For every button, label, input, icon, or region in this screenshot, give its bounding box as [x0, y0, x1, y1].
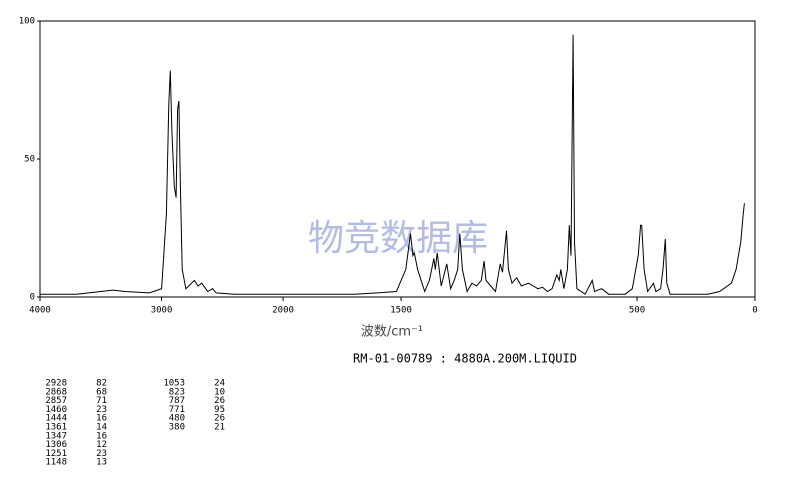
y-tick-label: 100	[19, 17, 35, 27]
peak-intensity: 23	[96, 405, 107, 415]
peak-intensity: 71	[96, 396, 107, 406]
peak-intensity: 16	[96, 431, 107, 441]
x-tick-label: 500	[629, 306, 645, 316]
peak-wavenumber: 480	[169, 414, 185, 424]
y-tick-label: 50	[24, 155, 35, 165]
x-tick-label: 1500	[390, 306, 412, 316]
peak-intensity: 23	[96, 449, 107, 459]
peak-intensity: 12	[96, 440, 107, 450]
peak-intensity: 95	[214, 405, 225, 415]
peak-wavenumber: 823	[169, 387, 185, 397]
peak-wavenumber: 1148	[45, 458, 67, 468]
peak-intensity: 10	[214, 387, 225, 397]
spectrum-id: RM-01-00789 : 4880A.200M.LIQUID	[353, 352, 577, 366]
watermark: 物竞数据库	[308, 218, 488, 259]
x-tick-label: 2000	[272, 306, 294, 316]
peak-intensity: 16	[96, 414, 107, 424]
x-tick-label: 0	[752, 306, 757, 316]
peak-wavenumber: 1444	[45, 414, 67, 424]
x-axis-label: 波数/cm⁻¹	[361, 325, 423, 340]
peak-wavenumber: 2868	[45, 387, 67, 397]
peak-wavenumber: 1347	[45, 431, 67, 441]
peak-intensity: 82	[96, 379, 107, 389]
peak-wavenumber: 1361	[45, 423, 67, 433]
peak-intensity: 14	[96, 423, 107, 433]
y-tick-label: 0	[30, 293, 35, 303]
peak-wavenumber: 771	[169, 405, 185, 415]
x-tick-label: 3000	[151, 306, 173, 316]
peak-wavenumber: 787	[169, 396, 185, 406]
peak-intensity: 26	[214, 396, 225, 406]
x-tick-label: 4000	[29, 306, 51, 316]
peak-intensity: 26	[214, 414, 225, 424]
peak-wavenumber: 1053	[163, 379, 185, 389]
peak-intensity: 24	[214, 379, 225, 389]
peak-wavenumber: 2928	[45, 379, 67, 389]
peak-wavenumber: 2857	[45, 396, 67, 406]
peak-wavenumber: 1251	[45, 449, 67, 459]
peak-wavenumber: 380	[169, 423, 185, 433]
peak-intensity: 21	[214, 423, 225, 433]
peak-wavenumber: 1460	[45, 405, 67, 415]
spectrum-line	[40, 34, 745, 295]
peak-intensity: 13	[96, 458, 107, 468]
peak-intensity: 68	[96, 387, 107, 397]
peak-wavenumber: 1306	[45, 440, 67, 450]
